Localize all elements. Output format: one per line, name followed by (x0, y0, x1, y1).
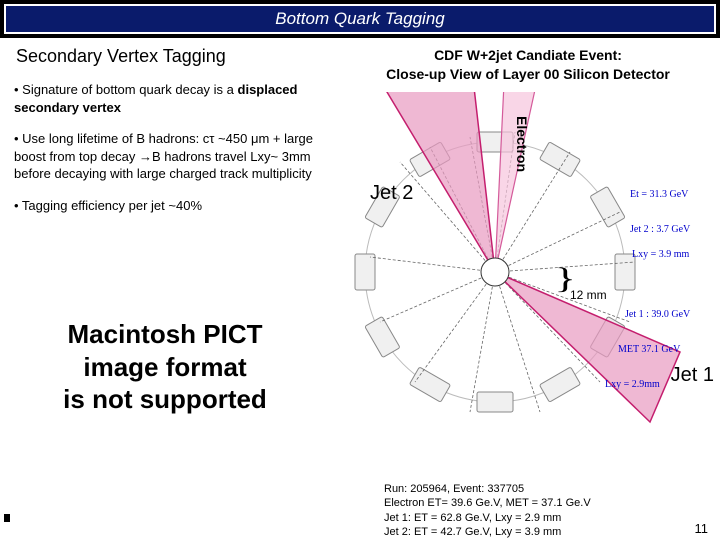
event-title: CDF W+2jet Candiate Event: Close-up View… (340, 46, 716, 84)
jet2-label: Jet 2 (370, 182, 413, 205)
title-inner: Bottom Quark Tagging (4, 4, 716, 34)
det-label-4: MET 37.1 GeV (618, 344, 681, 355)
bullet-1-text: • Signature of bottom quark decay is a (14, 82, 238, 97)
info-l2: Electron ET= 39.6 Ge.V, MET = 37.1 Ge.V (384, 496, 676, 510)
pict-l2: image format (20, 351, 310, 384)
page-number: 11 (695, 521, 709, 536)
twelve-mm-label: 12 mm (570, 288, 607, 302)
event-title-l2: Close-up View of Layer 00 Silicon Detect… (340, 65, 716, 84)
left-column: Secondary Vertex Tagging • Signature of … (6, 46, 336, 214)
bullet-3: • Tagging efficiency per jet ~40% (6, 197, 336, 215)
det-label-3: Jet 1 : 39.0 GeV (625, 309, 691, 320)
info-l4: Jet 2: ET = 42.7 Ge.V, Lxy = 3.9 mm (384, 525, 676, 539)
section-title: Secondary Vertex Tagging (6, 46, 336, 67)
inner-circle (481, 258, 509, 286)
event-title-l1: CDF W+2jet Candiate Event: (340, 46, 716, 65)
event-info-box: Run: 205964, Event: 337705 Electron ET= … (380, 478, 680, 543)
pict-l3: is not supported (20, 383, 310, 416)
content-area: Secondary Vertex Tagging • Signature of … (0, 38, 720, 540)
slide-title: Bottom Quark Tagging (275, 9, 444, 29)
info-l3: Jet 1: ET = 62.8 Ge.V, Lxy = 2.9 mm (384, 511, 676, 525)
left-tick-mark (4, 514, 10, 522)
right-column: CDF W+2jet Candiate Event: Close-up View… (340, 46, 716, 506)
det-label-0: Et = 31.3 GeV (630, 189, 689, 200)
bullet-2: • Use long lifetime of B hadrons: cτ ~45… (6, 130, 336, 183)
pict-placeholder: Macintosh PICT image format is not suppo… (20, 318, 310, 416)
det-label-1: Jet 2 : 3.7 GeV (630, 224, 691, 235)
jet1-label: Jet 1 (671, 364, 714, 387)
title-bar: Bottom Quark Tagging (0, 0, 720, 38)
bullet-1: • Signature of bottom quark decay is a d… (6, 81, 336, 116)
electron-label: Electron (514, 116, 530, 172)
pict-l1: Macintosh PICT (20, 318, 310, 351)
det-label-5: Lxy = 2.9mm (605, 379, 660, 390)
det-label-2: Lxy = 3.9 mm (632, 249, 690, 260)
info-l1: Run: 205964, Event: 337705 (384, 482, 676, 496)
